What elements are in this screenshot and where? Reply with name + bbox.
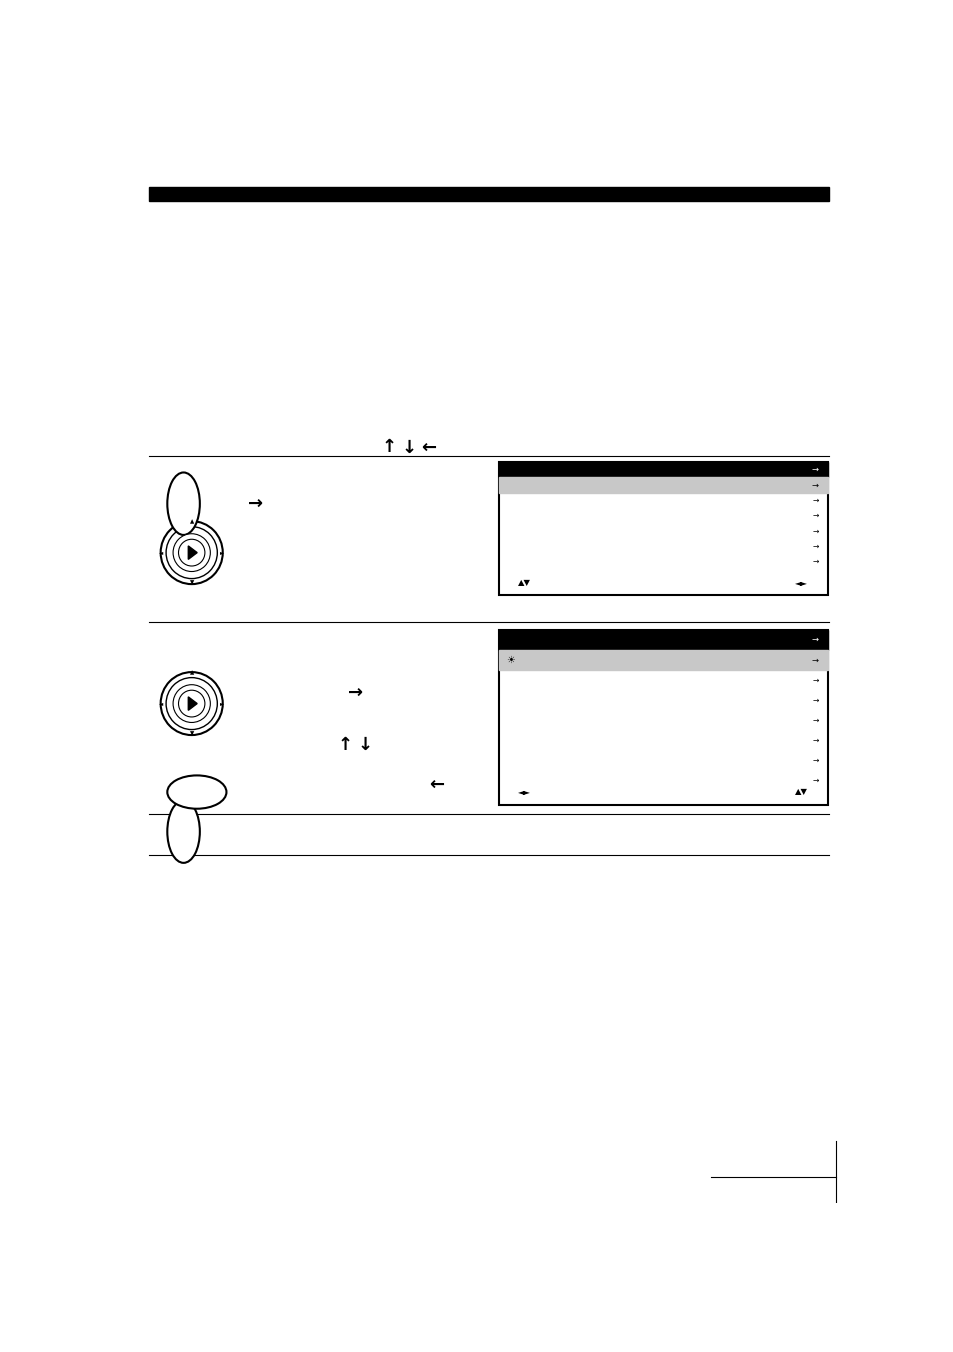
Text: ←: ← [429,776,444,794]
Text: ◄: ◄ [159,702,163,706]
Text: →: → [348,684,363,702]
Text: ▼: ▼ [190,581,193,585]
Bar [498,462,826,477]
Text: →: → [811,542,818,550]
Text: ↑: ↑ [381,438,396,457]
Text: ←: ← [421,438,436,457]
Text: →: → [811,776,818,786]
Text: ◄►: ◄► [517,787,531,796]
Polygon shape [188,546,197,560]
Text: →: → [811,656,818,664]
Ellipse shape [166,527,217,579]
Text: →: → [811,695,818,704]
Ellipse shape [167,776,226,808]
Bar [498,477,826,492]
Text: ▲: ▲ [190,671,193,676]
Polygon shape [188,696,197,710]
Text: →: → [811,557,818,566]
Text: →: → [811,480,818,489]
Ellipse shape [160,521,222,584]
Ellipse shape [166,677,217,730]
Bar [498,462,826,595]
Bar [498,630,826,804]
Ellipse shape [167,472,199,535]
Text: →: → [811,496,818,504]
Ellipse shape [178,539,205,566]
Text: ◄: ◄ [159,550,163,556]
Bar [498,630,826,650]
Text: →: → [248,495,263,512]
Ellipse shape [167,800,199,863]
Text: →: → [811,715,818,725]
Text: ►: ► [220,702,224,706]
Bar [498,650,826,669]
Text: ↑: ↑ [336,737,352,754]
Text: ▼: ▼ [190,731,193,737]
Ellipse shape [160,672,222,735]
Text: ☀: ☀ [505,654,514,665]
Text: →: → [811,465,818,475]
Text: →: → [811,735,818,745]
Text: →: → [811,526,818,535]
Text: ◄►: ◄► [795,579,807,587]
Text: ↓: ↓ [356,737,372,754]
Text: ▲: ▲ [190,519,193,525]
Text: →: → [811,756,818,765]
Ellipse shape [172,534,210,572]
Text: ▲▼: ▲▼ [517,579,531,587]
Ellipse shape [172,684,210,722]
Text: →: → [811,635,818,644]
Text: ►: ► [220,550,224,556]
Text: ▲▼: ▲▼ [795,787,807,796]
Ellipse shape [178,691,205,717]
Text: →: → [811,511,818,521]
Text: ↓: ↓ [401,438,416,457]
Bar [149,187,828,200]
Text: →: → [811,676,818,684]
